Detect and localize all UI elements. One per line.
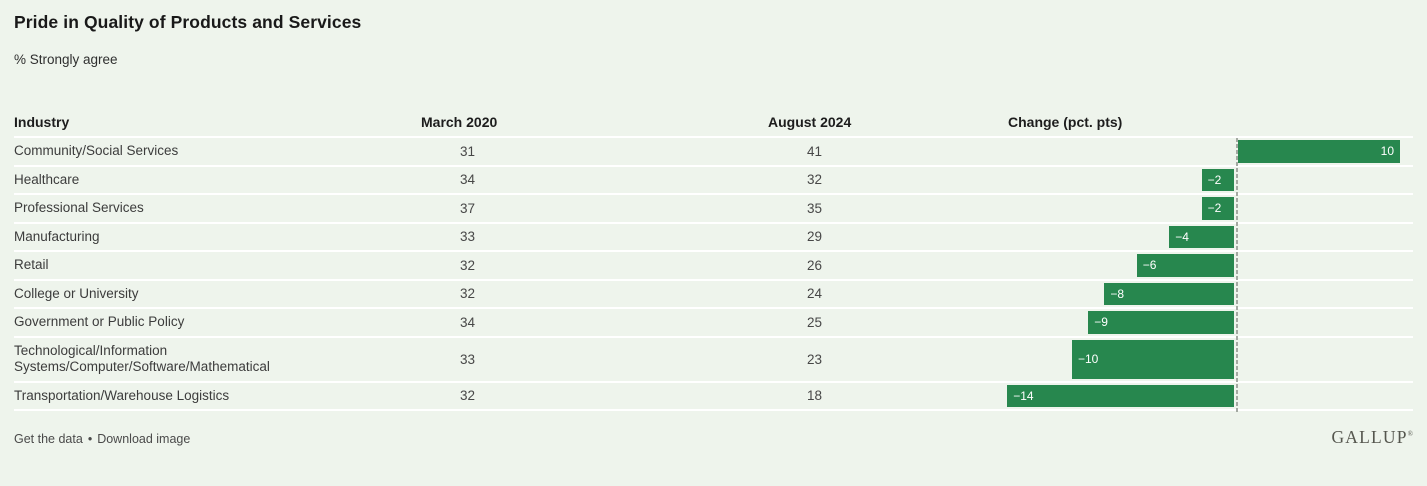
data-table: Industry March 2020 August 2024 Change (…	[14, 108, 1413, 413]
footer: Get the data • Download image GALLUP®	[14, 427, 1413, 448]
change-bar[interactable]: 10	[1238, 140, 1400, 163]
march-2020-cell: 34	[460, 172, 476, 188]
change-bar[interactable]: −10	[1072, 339, 1234, 379]
industry-cell: Manufacturing	[14, 228, 100, 244]
change-chart-cell: −2	[1008, 167, 1413, 194]
change-value-label: −14	[1013, 388, 1034, 403]
march-2020-cell: 33	[460, 351, 476, 367]
industry-cell: Technological/Information Systems/Comput…	[14, 342, 270, 375]
august-2024-cell: 24	[807, 286, 823, 302]
change-value-label: −2	[1207, 172, 1222, 187]
change-value-label: −10	[1078, 352, 1099, 366]
march-2020-cell: 31	[460, 143, 476, 159]
table-row: Community/Social Services 31 41 10	[14, 138, 1413, 167]
industry-cell: College or University	[14, 285, 139, 301]
industry-cell: Retail	[14, 257, 49, 272]
table-row: College or University 32 24 −8	[14, 281, 1413, 309]
change-chart-cell: 10	[1008, 138, 1413, 165]
table-row: Transportation/Warehouse Logistics 32 18…	[14, 383, 1413, 411]
table-body: Community/Social Services 31 41 10 Healt…	[14, 138, 1413, 413]
column-header-march-2020: March 2020	[421, 114, 498, 130]
march-2020-cell: 33	[460, 229, 476, 245]
august-2024-cell: 18	[807, 388, 823, 404]
industry-cell: Professional Services	[14, 200, 144, 215]
table-row: Manufacturing 33 29 −4	[14, 224, 1413, 252]
change-bar[interactable]: −9	[1088, 311, 1234, 334]
change-chart-cell: −4	[1008, 224, 1413, 251]
chart-subtitle: % Strongly agree	[14, 52, 118, 67]
footer-links: Get the data • Download image	[14, 432, 190, 446]
change-bar[interactable]: −14	[1007, 384, 1234, 407]
change-value-label: −6	[1142, 258, 1157, 273]
industry-cell: Transportation/Warehouse Logistics	[14, 387, 230, 403]
march-2020-cell: 34	[460, 314, 476, 330]
gallup-logo: GALLUP®	[1331, 427, 1413, 447]
table-row: Government or Public Policy 34 25 −9	[14, 309, 1413, 338]
march-2020-cell: 32	[460, 286, 476, 302]
table-row: Technological/Information Systems/Comput…	[14, 338, 1413, 383]
august-2024-cell: 32	[807, 172, 823, 188]
change-chart-cell: −6	[1008, 252, 1413, 279]
change-bar[interactable]: −2	[1201, 197, 1234, 220]
august-2024-cell: 35	[807, 200, 823, 216]
industry-cell: Government or Public Policy	[14, 314, 185, 329]
august-2024-cell: 25	[807, 314, 823, 330]
change-bar[interactable]: −2	[1201, 168, 1234, 191]
industry-cell: Community/Social Services	[14, 143, 179, 158]
table-row: Professional Services 37 35 −2	[14, 195, 1413, 224]
august-2024-cell: 29	[807, 229, 823, 245]
table-row: Healthcare 34 32 −2	[14, 167, 1413, 195]
change-bar[interactable]: −6	[1136, 254, 1234, 277]
change-value-label: −4	[1175, 229, 1189, 244]
get-the-data-link[interactable]: Get the data	[14, 432, 83, 446]
change-chart-cell: −9	[1008, 309, 1413, 336]
change-value-label: −8	[1110, 286, 1125, 301]
change-value-label: −2	[1207, 201, 1222, 216]
table-header: Industry March 2020 August 2024 Change (…	[14, 108, 1413, 138]
change-chart-cell: −2	[1008, 195, 1413, 222]
march-2020-cell: 37	[460, 200, 476, 216]
trademark-symbol: ®	[1407, 430, 1413, 439]
august-2024-cell: 41	[807, 143, 823, 159]
march-2020-cell: 32	[460, 388, 476, 404]
table-row: Retail 32 26 −6	[14, 252, 1413, 281]
change-bar[interactable]: −8	[1104, 282, 1234, 305]
change-chart-cell: −14	[1007, 383, 1413, 410]
change-value-label: −9	[1094, 315, 1108, 330]
august-2024-cell: 26	[807, 257, 823, 273]
column-header-change: Change (pct. pts)	[1008, 114, 1123, 130]
column-header-industry: Industry	[14, 114, 70, 130]
change-bar[interactable]: −4	[1169, 225, 1234, 248]
march-2020-cell: 32	[460, 257, 476, 273]
change-value-label: 10	[1380, 144, 1394, 159]
change-chart-cell: −10	[1008, 338, 1413, 381]
industry-cell: Healthcare	[14, 171, 80, 187]
change-chart-cell: −8	[1008, 281, 1413, 308]
footer-separator: •	[87, 432, 93, 446]
page-title: Pride in Quality of Products and Service…	[14, 12, 362, 32]
column-header-august-2024: August 2024	[768, 114, 852, 130]
august-2024-cell: 23	[807, 351, 823, 367]
download-image-link[interactable]: Download image	[97, 432, 191, 446]
gallup-chart-card: Pride in Quality of Products and Service…	[14, 12, 1413, 448]
